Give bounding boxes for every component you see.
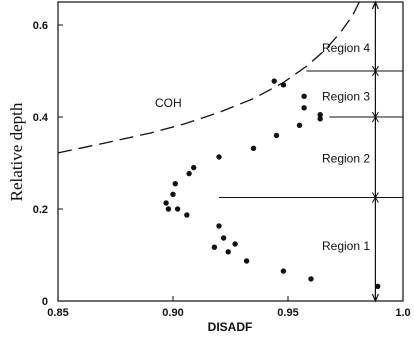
data-point bbox=[170, 191, 176, 197]
data-point bbox=[172, 181, 178, 187]
plot-frame bbox=[57, 1, 404, 302]
data-point bbox=[163, 200, 169, 206]
y-tick-label: 0 bbox=[42, 296, 48, 308]
region-label: Region 1 bbox=[322, 239, 370, 253]
x-tick-label: 0.90 bbox=[162, 307, 183, 319]
data-point bbox=[191, 164, 197, 171]
data-point bbox=[232, 241, 238, 247]
x-axis-ticks: 0.85 0.90 0.95 1.0 bbox=[47, 296, 411, 319]
data-point bbox=[317, 116, 323, 122]
data-point bbox=[280, 268, 287, 274]
data-point bbox=[301, 93, 307, 100]
region-boundary-arrows bbox=[371, 192, 379, 203]
data-point bbox=[216, 223, 222, 229]
region-axis-arrow-bottom bbox=[371, 293, 379, 303]
data-point bbox=[296, 122, 303, 128]
data-point bbox=[301, 105, 307, 111]
data-point bbox=[243, 258, 250, 264]
x-axis-title: DISADF bbox=[208, 320, 253, 334]
data-point bbox=[220, 235, 227, 241]
data-point bbox=[280, 82, 287, 88]
region-label: Region 4 bbox=[322, 41, 370, 55]
data-point bbox=[375, 283, 381, 289]
data-point bbox=[273, 132, 280, 139]
y-tick-label: 0.2 bbox=[33, 204, 48, 216]
coh-curve bbox=[57, 1, 360, 154]
coh-label: COH bbox=[155, 96, 182, 110]
data-points bbox=[163, 78, 381, 289]
data-point bbox=[225, 249, 231, 255]
region-axis-arrow-top bbox=[371, 0, 379, 10]
data-point bbox=[308, 276, 314, 282]
data-point bbox=[186, 170, 192, 177]
x-tick-label: 0.85 bbox=[47, 307, 68, 319]
data-point bbox=[250, 145, 257, 151]
y-axis-ticks: 0 0.2 0.4 0.6 bbox=[33, 20, 63, 308]
y-tick-label: 0.4 bbox=[33, 112, 49, 124]
data-point bbox=[216, 154, 222, 160]
data-point bbox=[317, 112, 323, 118]
region-label: Region 3 bbox=[322, 89, 370, 103]
y-tick-label: 0.6 bbox=[33, 20, 48, 32]
x-tick-label: 0.95 bbox=[277, 307, 298, 319]
region-boundary-arrows bbox=[371, 111, 379, 123]
data-point bbox=[271, 78, 277, 84]
y-axis-title: Relative depth bbox=[7, 102, 26, 201]
x-tick-label: 1.0 bbox=[395, 307, 410, 319]
region-dividers bbox=[219, 0, 403, 303]
data-point bbox=[211, 244, 218, 250]
data-point bbox=[184, 212, 190, 218]
data-point bbox=[174, 206, 181, 212]
region-labels: Region 1 Region 2 Region 3 Region 4 bbox=[322, 41, 370, 253]
region-label: Region 2 bbox=[322, 151, 370, 165]
region-boundary-arrows bbox=[371, 65, 379, 77]
data-point bbox=[165, 206, 172, 212]
